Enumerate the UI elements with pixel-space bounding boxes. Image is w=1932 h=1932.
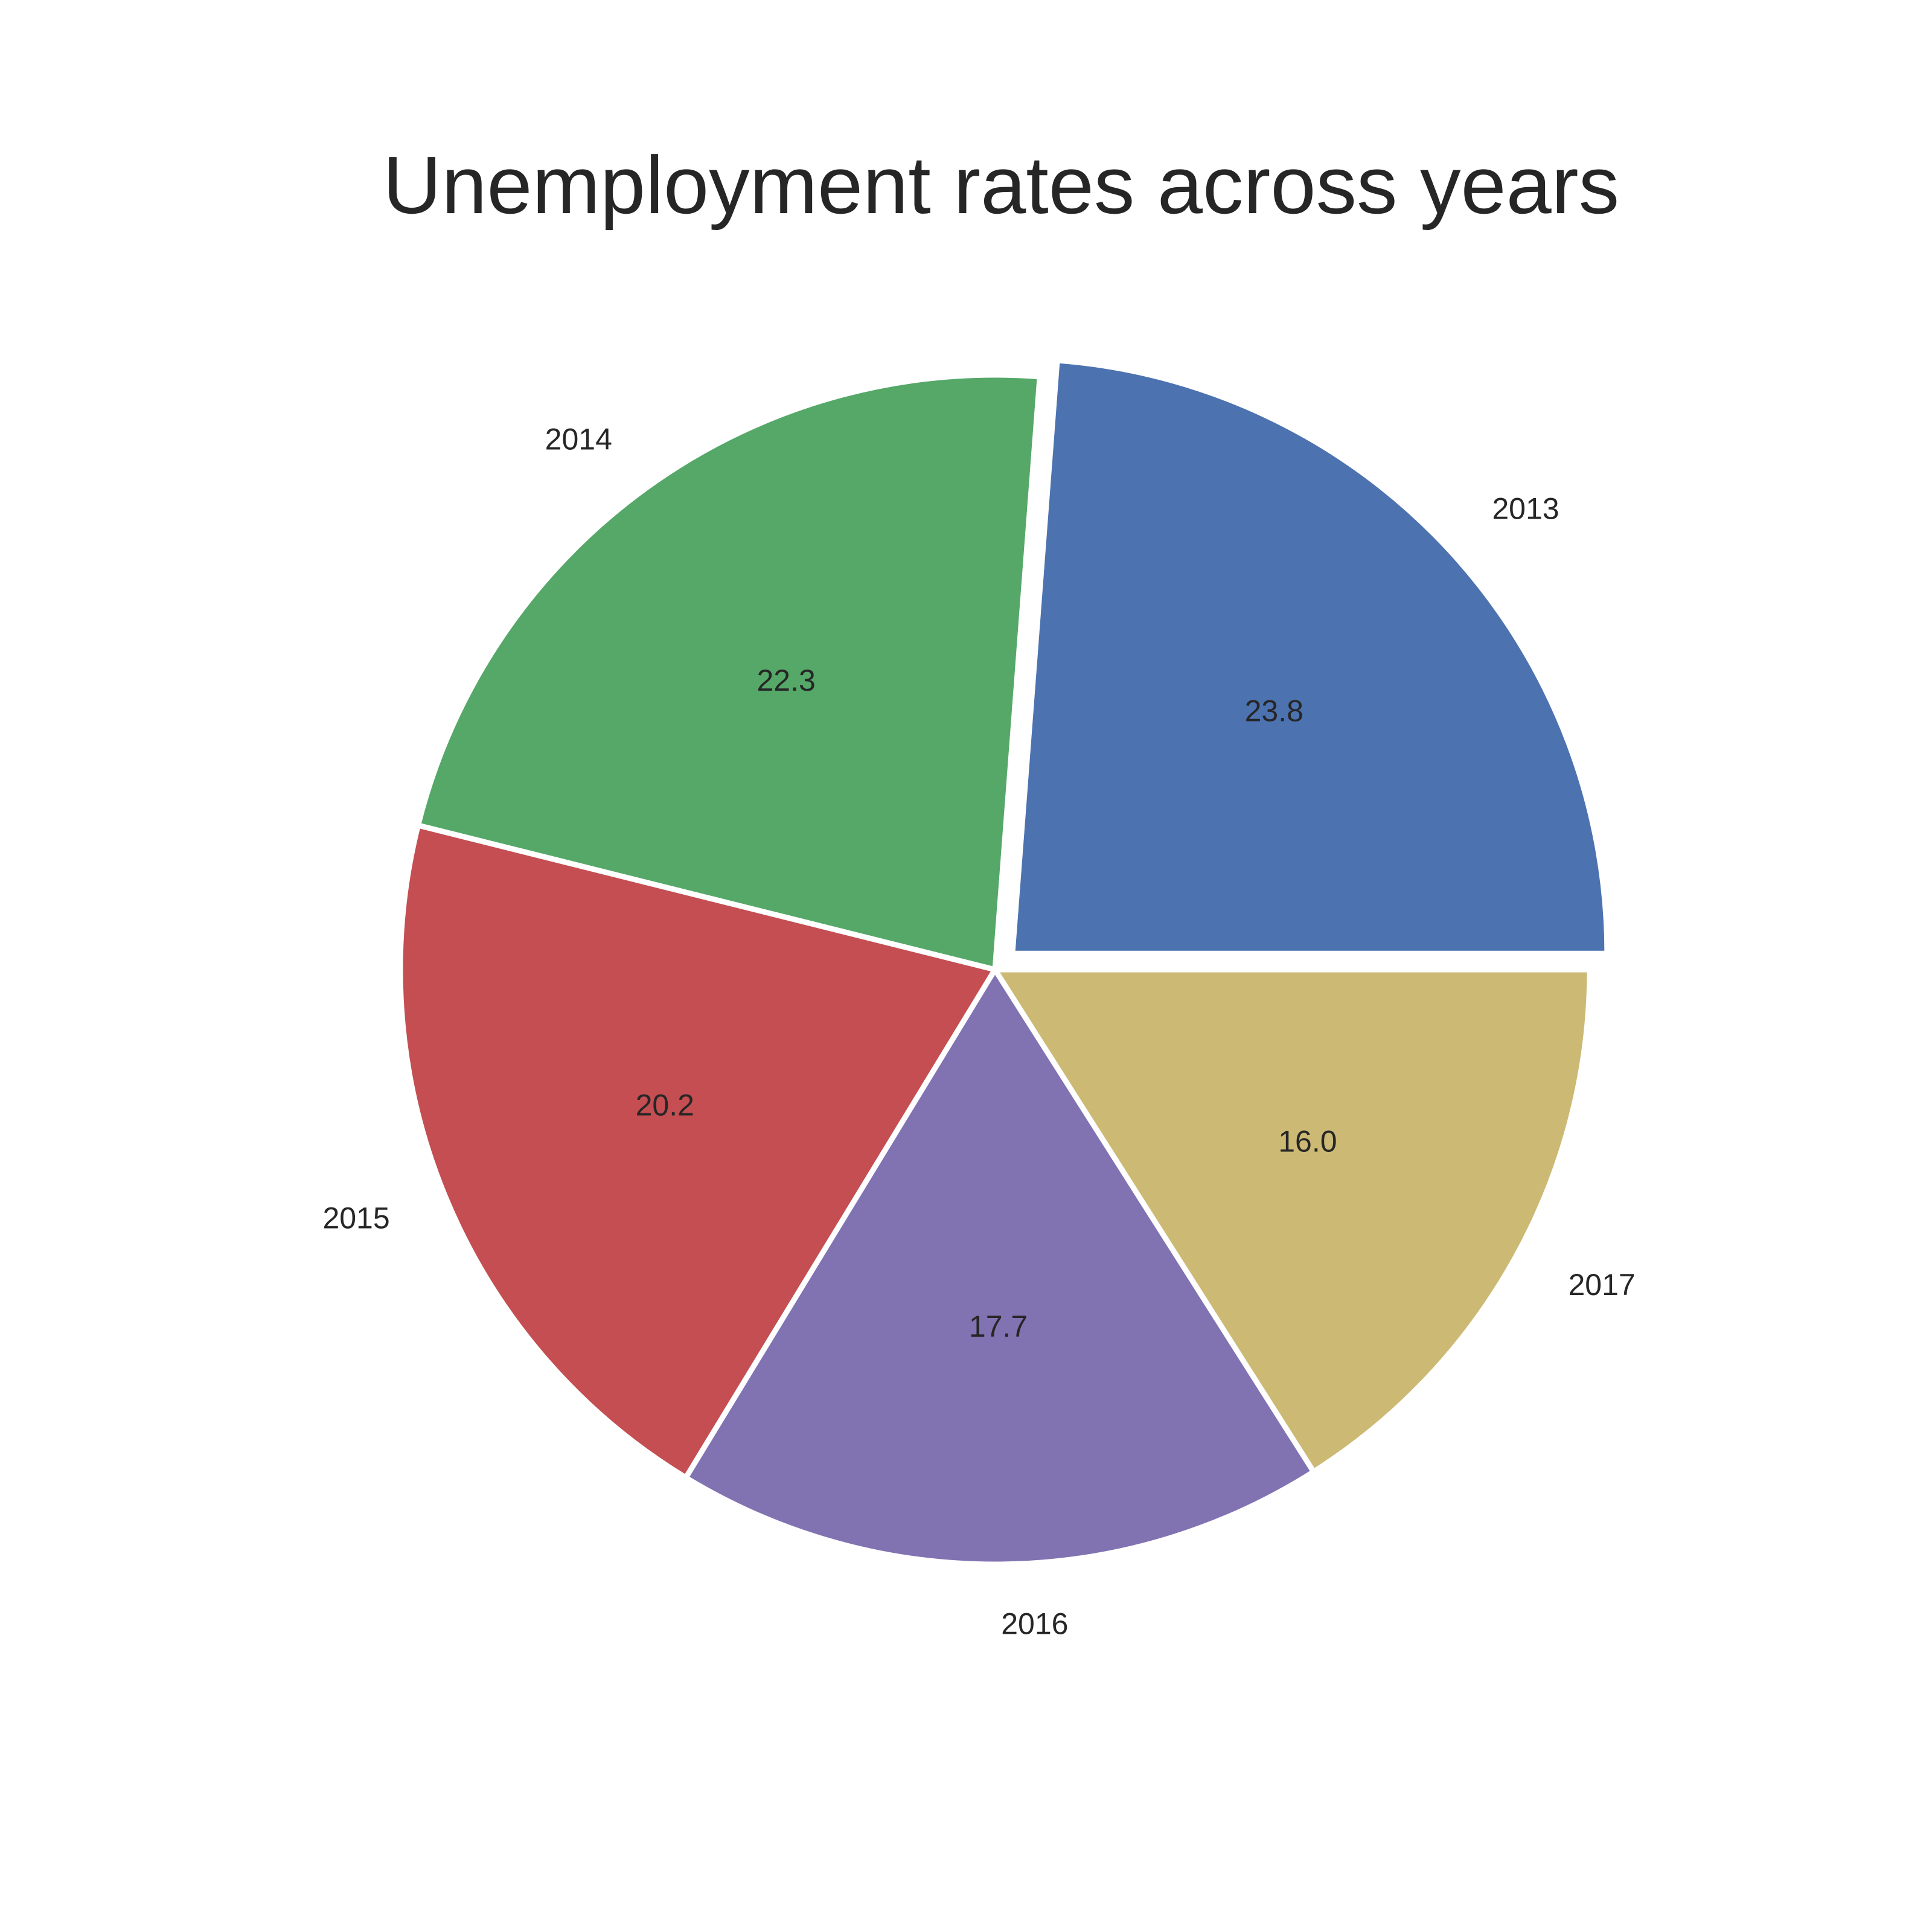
- pie-slice-2017: [990, 967, 1593, 1476]
- pie-slice-2015: [397, 822, 1000, 1482]
- slice-label-2014: 2014: [545, 422, 612, 456]
- value-label-2015: 20.2: [636, 1088, 694, 1122]
- pie-labels: 2013 23.8 2014 22.3 2015 20.2 2016 17.7 2017 16.0: [322, 422, 1635, 1640]
- slice-label-2013: 2013: [1492, 491, 1559, 525]
- value-label-2016: 17.7: [969, 1310, 1028, 1343]
- slice-label-2015: 2015: [322, 1201, 389, 1235]
- pie-slice-2013: [1009, 357, 1610, 956]
- value-label-2013: 23.8: [1245, 694, 1303, 728]
- slice-label-2016: 2016: [1001, 1607, 1068, 1640]
- pie-slices: [397, 357, 1610, 1567]
- value-label-2014: 22.3: [756, 664, 815, 697]
- value-label-2017: 16.0: [1278, 1125, 1337, 1159]
- slice-label-2017: 2017: [1568, 1268, 1635, 1302]
- pie-slice-2016: [682, 964, 1318, 1567]
- chart-title: Unemployment rates across years: [383, 139, 1619, 231]
- pie-slice-2014: [414, 372, 1043, 973]
